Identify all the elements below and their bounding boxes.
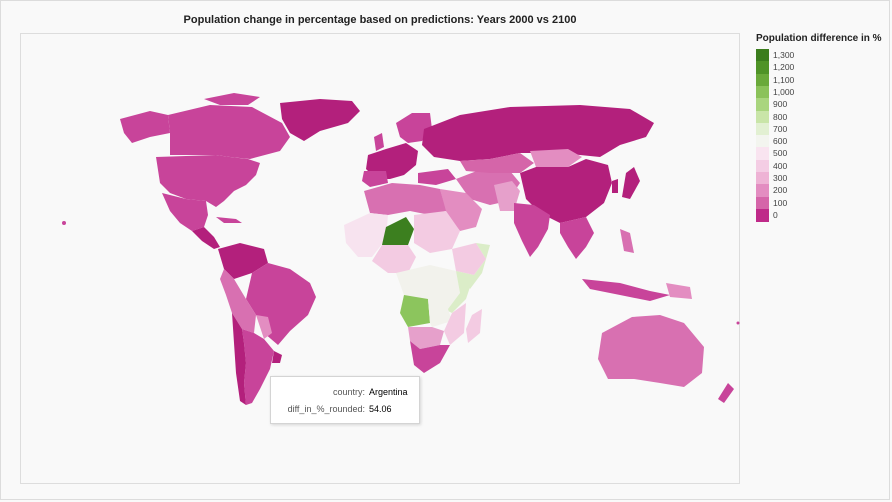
country-argentina[interactable] <box>242 329 274 405</box>
country-angola[interactable] <box>400 295 430 327</box>
legend-swatch <box>756 196 769 210</box>
country-afghanistan-pakistan[interactable] <box>494 181 520 211</box>
country-chad-sudan[interactable] <box>414 211 460 253</box>
country-cuba[interactable] <box>216 217 242 223</box>
country-venezuela-colombia[interactable] <box>218 243 268 279</box>
country-australia[interactable] <box>598 315 704 387</box>
country-russia[interactable] <box>422 105 654 161</box>
country-greenland[interactable] <box>280 99 360 141</box>
country-iberia[interactable] <box>362 171 388 187</box>
legend-swatch <box>756 208 769 222</box>
legend-label: 800 <box>773 111 788 122</box>
country-niger[interactable] <box>382 217 414 245</box>
country-china[interactable] <box>520 159 612 223</box>
map-tooltip: country: Argentina diff_in_%_rounded: 54… <box>270 376 420 424</box>
legend-swatch <box>756 159 769 173</box>
legend-title: Population difference in % <box>756 33 882 44</box>
tooltip-key: country: <box>332 387 365 397</box>
country-canada[interactable] <box>168 105 290 159</box>
country-madagascar[interactable] <box>466 309 482 343</box>
country-island-hawaii[interactable] <box>62 221 66 225</box>
country-zambia[interactable] <box>428 299 452 327</box>
tooltip-row-diff: diff_in_%_rounded: 54.06 <box>271 404 419 416</box>
country-ethiopia[interactable] <box>452 243 486 275</box>
country-mexico[interactable] <box>162 193 208 231</box>
legend-label: 700 <box>773 123 788 134</box>
country-uruguay[interactable] <box>272 351 282 363</box>
chart-title: Population change in percentage based on… <box>183 14 577 26</box>
country-north-africa[interactable] <box>364 183 446 215</box>
country-west-africa[interactable] <box>344 213 388 257</box>
legend-label: 400 <box>773 160 788 171</box>
legend-label: 300 <box>773 173 788 183</box>
legend-swatch <box>756 49 769 62</box>
legend-label: 1,300 <box>773 50 795 60</box>
country-south-africa[interactable] <box>410 341 450 373</box>
legend-label: 200 <box>773 185 788 196</box>
tooltip-value: 54.06 <box>369 404 392 414</box>
country-uk[interactable] <box>374 133 384 151</box>
country-kazakhstan[interactable] <box>460 153 534 173</box>
legend-swatch <box>756 184 769 198</box>
legend-swatch <box>756 110 769 124</box>
country-peru-bolivia[interactable] <box>220 269 256 333</box>
tooltip-value: Argentina <box>369 387 408 397</box>
legend-swatch <box>756 135 769 148</box>
country-arabia[interactable] <box>440 189 482 231</box>
legend-label: 600 <box>773 136 788 147</box>
color-legend: Population difference in % 1,300 1,200 1,1… <box>756 33 886 229</box>
legend-label: 0 <box>773 209 778 220</box>
tooltip-row-country: country: Argentina <box>271 387 419 399</box>
country-korea[interactable] <box>612 179 618 193</box>
country-mongolia[interactable] <box>530 149 582 167</box>
country-tanzania-kenya[interactable] <box>444 271 474 313</box>
country-chile[interactable] <box>232 313 246 405</box>
legend-label: 500 <box>773 148 788 159</box>
legend-swatch <box>756 172 769 185</box>
legend-swatch <box>756 85 769 99</box>
country-usa[interactable] <box>156 155 260 207</box>
country-nigeria[interactable] <box>372 245 416 273</box>
legend-swatch <box>756 73 769 87</box>
country-namibia-botswana[interactable] <box>408 327 444 349</box>
country-western-europe[interactable] <box>366 143 418 179</box>
country-new-zealand[interactable] <box>718 383 734 403</box>
country-canada-islands[interactable] <box>204 93 260 105</box>
country-turkey[interactable] <box>418 169 456 185</box>
world-map[interactable] <box>20 33 740 484</box>
country-papua[interactable] <box>666 283 692 299</box>
country-mozambique[interactable] <box>444 303 466 345</box>
country-southeast-asia[interactable] <box>560 217 594 259</box>
legend-swatch <box>756 122 769 136</box>
country-india[interactable] <box>514 203 550 257</box>
country-paraguay[interactable] <box>256 315 272 339</box>
country-japan[interactable] <box>622 167 640 199</box>
country-island-pacific[interactable] <box>736 321 740 325</box>
legend-label: 1,100 <box>773 74 795 85</box>
legend-label: 1,200 <box>773 62 795 73</box>
legend-label: 1,000 <box>773 86 795 97</box>
country-central-america[interactable] <box>192 227 220 249</box>
country-philippines[interactable] <box>620 229 634 253</box>
legend-swatch <box>756 61 769 75</box>
legend-label: 900 <box>773 99 788 110</box>
legend-body: 1,300 1,200 1,100 1,000 900 800 700 600 500 400 30… <box>756 49 886 229</box>
country-brazil[interactable] <box>246 263 316 345</box>
legend-label: 100 <box>773 197 788 208</box>
country-scandinavia[interactable] <box>396 113 432 143</box>
legend-swatch <box>756 98 769 111</box>
tooltip-key: diff_in_%_rounded: <box>287 404 365 414</box>
legend-swatch <box>756 147 769 161</box>
country-indonesia[interactable] <box>582 279 670 301</box>
country-usa-alaska[interactable] <box>120 111 170 143</box>
